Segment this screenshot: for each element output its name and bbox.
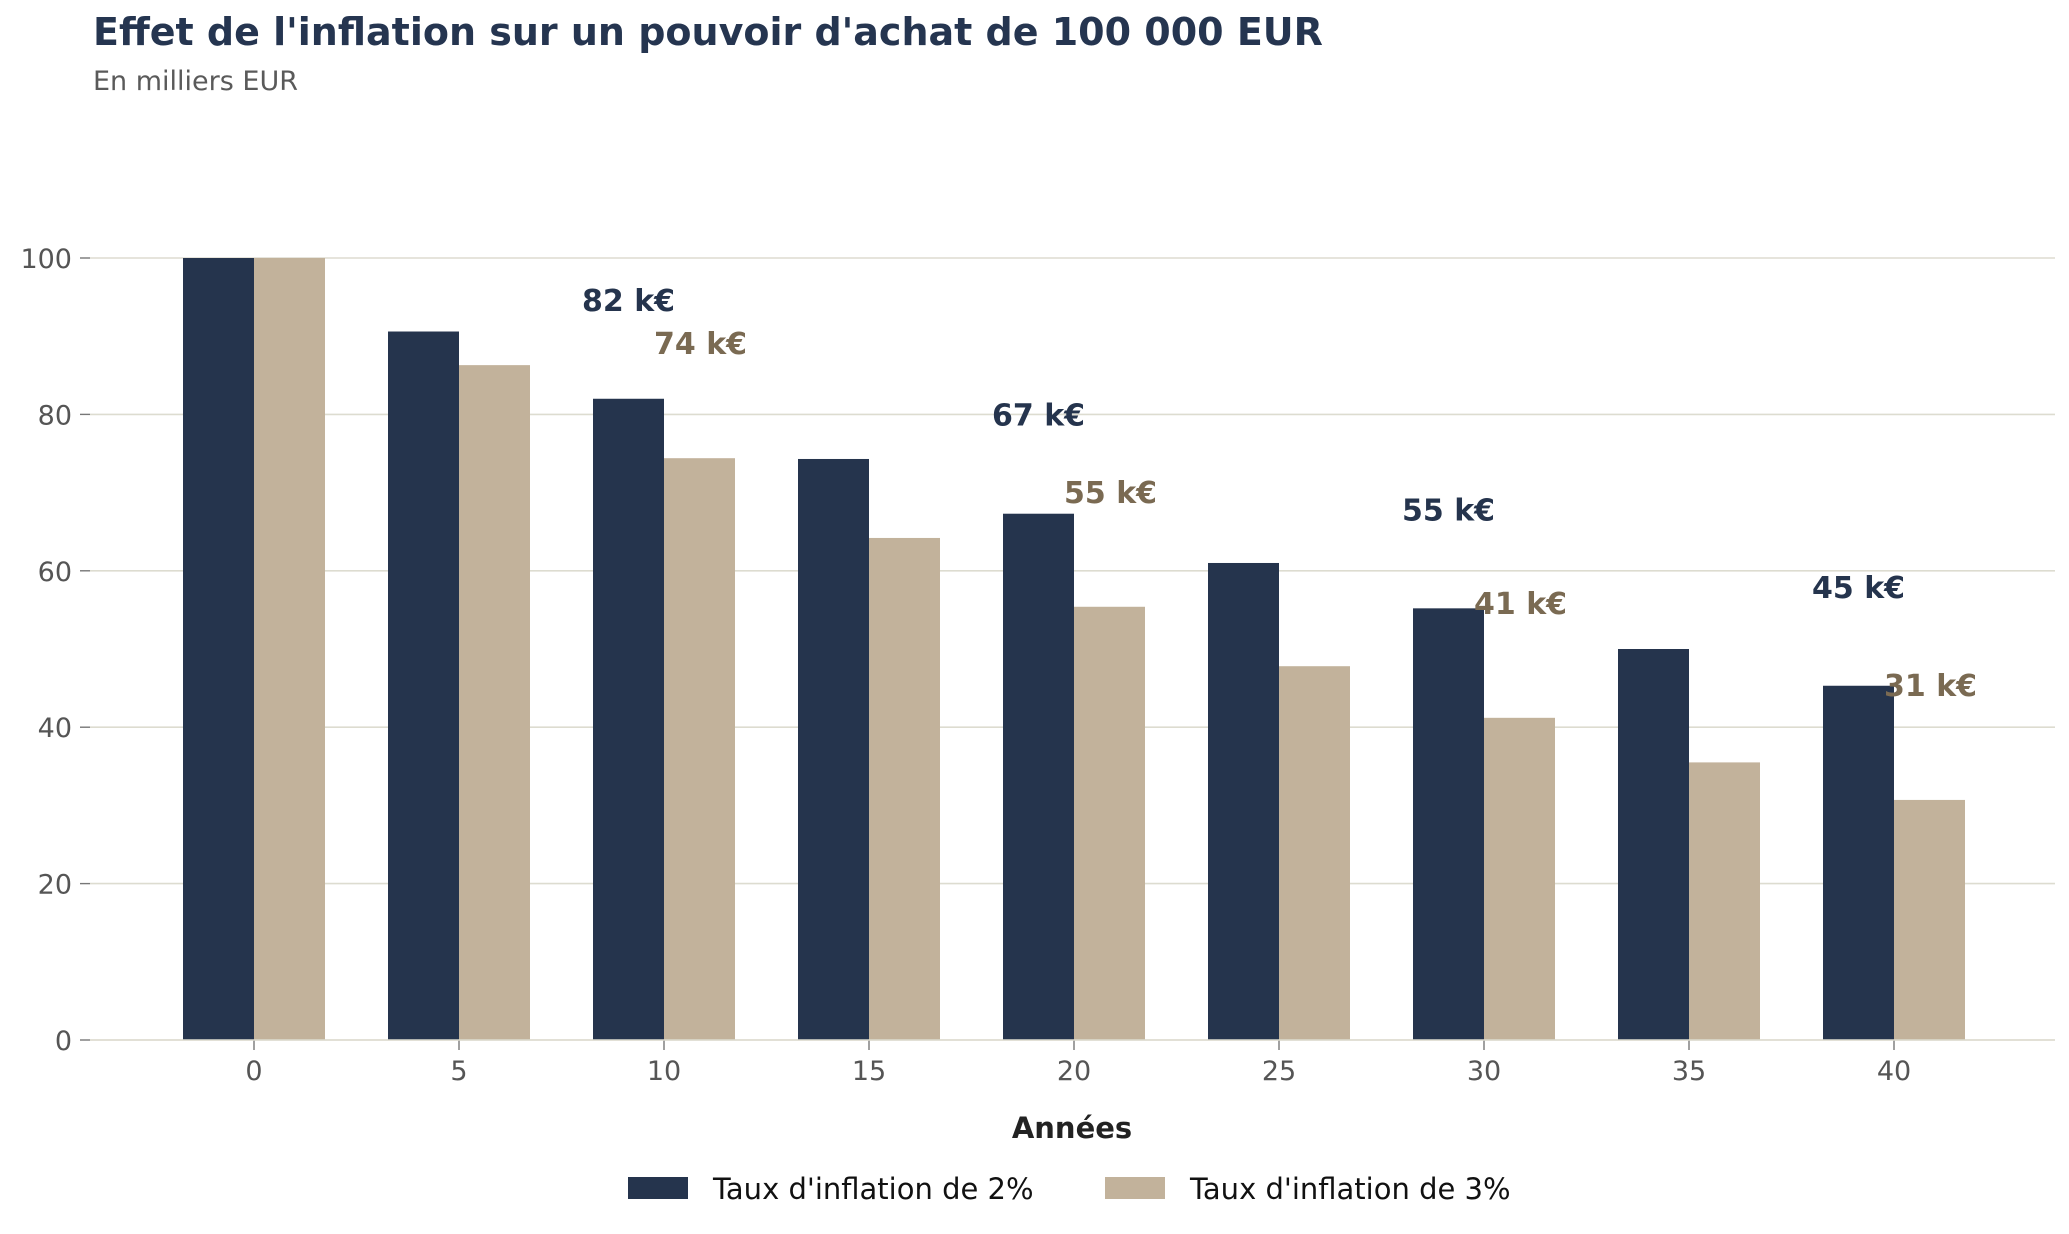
x-tick-label: 25 — [1262, 1056, 1296, 1087]
bar-inflation-2-year-10 — [593, 398, 664, 1040]
x-tick-label: 0 — [245, 1056, 262, 1087]
legend-swatch — [628, 1177, 688, 1199]
bar-inflation-3-year-20 — [1074, 606, 1145, 1040]
x-tick-label: 15 — [852, 1056, 886, 1087]
bar-inflation-2-year-0 — [183, 258, 254, 1040]
data-label: 45 k€ — [1812, 571, 1905, 606]
bar-inflation-2-year-15 — [798, 458, 869, 1040]
bar-inflation-3-year-25 — [1279, 666, 1350, 1040]
x-axis: 0 5 10 15 20 25 30 35 40 — [90, 1039, 2055, 1087]
legend-label: Taux d'inflation de 3% — [1189, 1172, 1511, 1206]
chart-subtitle: En milliers EUR — [93, 66, 299, 97]
chart-title: Effet de l'inflation sur un pouvoir d'ac… — [93, 10, 1323, 54]
x-tick-label: 30 — [1467, 1056, 1501, 1087]
bar-inflation-2-year-35 — [1618, 649, 1689, 1040]
y-tick-label: 20 — [38, 870, 72, 901]
bar-inflation-3-year-15 — [869, 537, 940, 1040]
x-axis-label: Années — [1012, 1111, 1132, 1145]
bar-inflation-3-year-10 — [664, 458, 735, 1040]
x-tick-label: 5 — [450, 1056, 467, 1087]
bar-inflation-2-year-25 — [1208, 562, 1279, 1040]
y-tick-label: 100 — [20, 244, 72, 275]
bar-inflation-2-year-40 — [1823, 685, 1894, 1040]
data-label: 55 k€ — [1402, 493, 1495, 528]
data-label: 55 k€ — [1064, 476, 1157, 511]
legend-swatch — [1105, 1177, 1165, 1199]
legend-item-inflation-2[interactable]: Taux d'inflation de 2% — [628, 1172, 1034, 1206]
data-label: 82 k€ — [582, 284, 675, 319]
y-tick-label: 40 — [38, 713, 72, 744]
y-axis: 0 20 40 60 80 100 — [20, 244, 90, 1057]
x-tick-label: 10 — [647, 1056, 681, 1087]
x-tick-label: 35 — [1672, 1056, 1706, 1087]
bar-inflation-2-year-30 — [1413, 608, 1484, 1040]
x-tick-label: 20 — [1057, 1056, 1091, 1087]
y-tick-label: 60 — [38, 557, 72, 588]
legend[interactable]: Taux d'inflation de 2% Taux d'inflation d… — [628, 1172, 1511, 1206]
data-label: 41 k€ — [1474, 587, 1567, 622]
bar-inflation-3-year-30 — [1484, 717, 1555, 1040]
y-tick-label: 0 — [55, 1026, 72, 1057]
data-label: 31 k€ — [1884, 669, 1977, 704]
bar-inflation-3-year-5 — [459, 365, 530, 1040]
bar-inflation-2-year-20 — [1003, 513, 1074, 1040]
bar-inflation-3-year-0 — [254, 258, 325, 1040]
data-label: 74 k€ — [654, 327, 747, 362]
bar-inflation-3-year-35 — [1689, 762, 1760, 1040]
x-tick-label: 40 — [1877, 1056, 1911, 1087]
legend-label: Taux d'inflation de 2% — [712, 1172, 1034, 1206]
bar-inflation-2-year-5 — [388, 331, 459, 1040]
legend-item-inflation-3[interactable]: Taux d'inflation de 3% — [1105, 1172, 1511, 1206]
y-tick-label: 80 — [38, 400, 72, 431]
bars — [183, 258, 1965, 1040]
data-label: 67 k€ — [992, 399, 1085, 434]
bar-inflation-3-year-40 — [1894, 799, 1965, 1040]
data-labels: 82 k€ 74 k€ 67 k€ 55 k€ 55 k€ 41 k€ 45 k€ 31 k€ — [582, 284, 1977, 704]
